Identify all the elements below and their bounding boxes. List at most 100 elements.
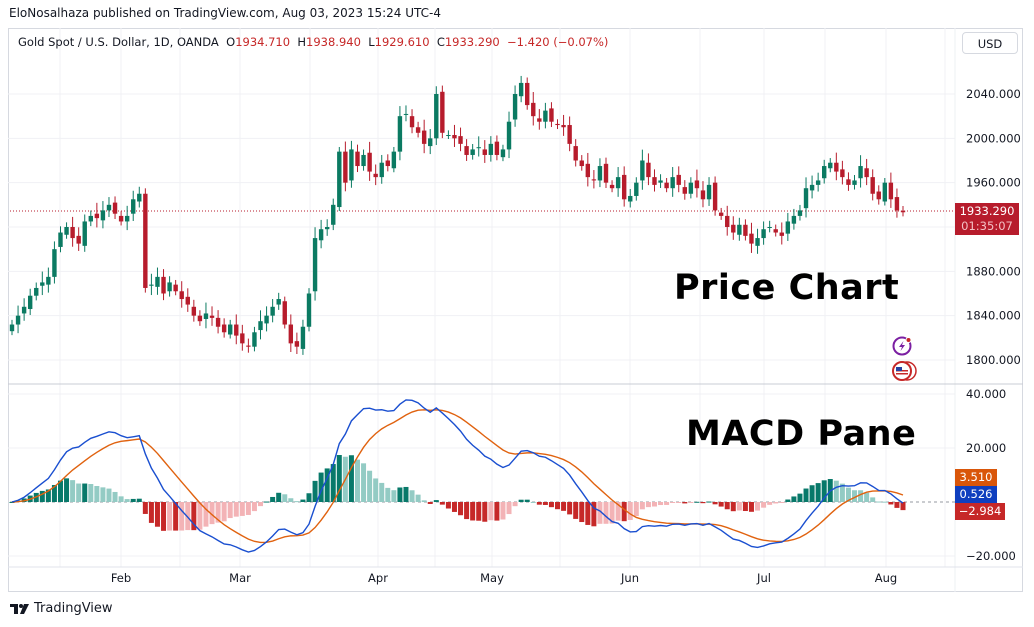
candle (725, 205, 730, 236)
candle-body (876, 191, 881, 200)
candle-body (270, 306, 275, 316)
candle-body (809, 184, 815, 191)
candle (846, 172, 851, 191)
candle (312, 227, 318, 301)
histogram-bar (100, 487, 106, 502)
histogram-bar (445, 502, 451, 509)
candle (221, 318, 227, 338)
histogram-bar (706, 501, 712, 503)
candle-body (870, 177, 875, 194)
candle-body (300, 326, 306, 349)
candle (652, 169, 657, 192)
histogram-bar (348, 455, 354, 502)
candle-body (494, 141, 500, 155)
candle-body (464, 146, 469, 155)
candle (318, 219, 324, 249)
candle (337, 146, 342, 212)
candle-body (70, 226, 75, 239)
candle-body (743, 224, 748, 236)
histogram-bar (276, 492, 282, 502)
candle (876, 185, 881, 205)
histogram-bar (258, 502, 264, 507)
candle (834, 152, 839, 181)
histogram-bar (464, 502, 470, 520)
symbol-name[interactable]: Gold Spot / U.S. Dollar, 1D, OANDA (18, 35, 219, 49)
candle (203, 302, 209, 329)
candle-body (476, 147, 481, 149)
candle (173, 279, 178, 296)
time-tick-label: Aug (875, 571, 897, 585)
histogram-bar (609, 502, 615, 524)
candle-body (458, 136, 463, 144)
candle (282, 296, 287, 329)
candle-body (488, 143, 494, 155)
candle-body (409, 116, 415, 128)
candle-body (894, 197, 900, 211)
histogram-bar (888, 502, 894, 505)
candle-body (761, 229, 766, 239)
histogram-bar (239, 502, 245, 516)
histogram-bar (215, 502, 221, 523)
macd-value-label: 0.526 (955, 486, 997, 503)
candle-body (725, 215, 730, 227)
candle-body (415, 127, 421, 133)
lightning-event-icon[interactable] (892, 336, 912, 356)
candle-body (470, 149, 475, 155)
candle (149, 273, 154, 296)
candle (143, 188, 148, 293)
candle (112, 196, 118, 220)
candle-body (700, 190, 706, 200)
candle-body (331, 204, 336, 225)
histogram-bar (94, 486, 100, 502)
candle (452, 124, 457, 147)
candle (228, 319, 233, 339)
candle (403, 105, 409, 122)
tradingview-logo-icon (10, 603, 29, 614)
candle (209, 306, 215, 326)
high-label: H (297, 35, 307, 49)
candle-body (694, 180, 700, 189)
histogram-bar (385, 487, 391, 502)
histogram-bar (470, 502, 476, 521)
candle (428, 129, 433, 155)
chart-frame (8, 28, 1023, 592)
candle (446, 130, 451, 139)
candle (179, 281, 184, 308)
candle-body (634, 182, 639, 196)
us-flag-icon[interactable] (892, 361, 917, 381)
candle-body (428, 138, 433, 147)
candle (264, 306, 269, 332)
candle (434, 86, 439, 145)
candle-body (112, 202, 118, 214)
candle (397, 106, 403, 161)
candle-body (215, 317, 221, 327)
histogram-bar (748, 502, 754, 512)
candle-body (64, 226, 69, 235)
candle (615, 167, 621, 197)
histogram-bar (191, 502, 197, 531)
histogram-bar (403, 486, 409, 502)
candle (803, 177, 809, 218)
candle (94, 202, 100, 228)
candle (731, 216, 736, 240)
candle-body (797, 210, 803, 216)
histogram-bar (179, 502, 185, 531)
currency-button[interactable]: USD (962, 32, 1018, 54)
candle-body (27, 295, 33, 310)
candle (828, 158, 833, 173)
candle-body (124, 215, 130, 222)
histogram-bar (894, 502, 900, 508)
candle (331, 198, 336, 231)
histogram-bar (833, 480, 839, 502)
histogram-bar (264, 501, 270, 503)
histogram-bar (161, 502, 167, 531)
macd-tick-label: 20.000 (966, 441, 1006, 455)
candle-body (567, 125, 572, 144)
candle (240, 324, 245, 351)
histogram-bar (203, 502, 209, 527)
candle-body (209, 315, 215, 318)
candle (161, 269, 166, 301)
open-label: O (226, 35, 236, 49)
candle (682, 180, 687, 200)
